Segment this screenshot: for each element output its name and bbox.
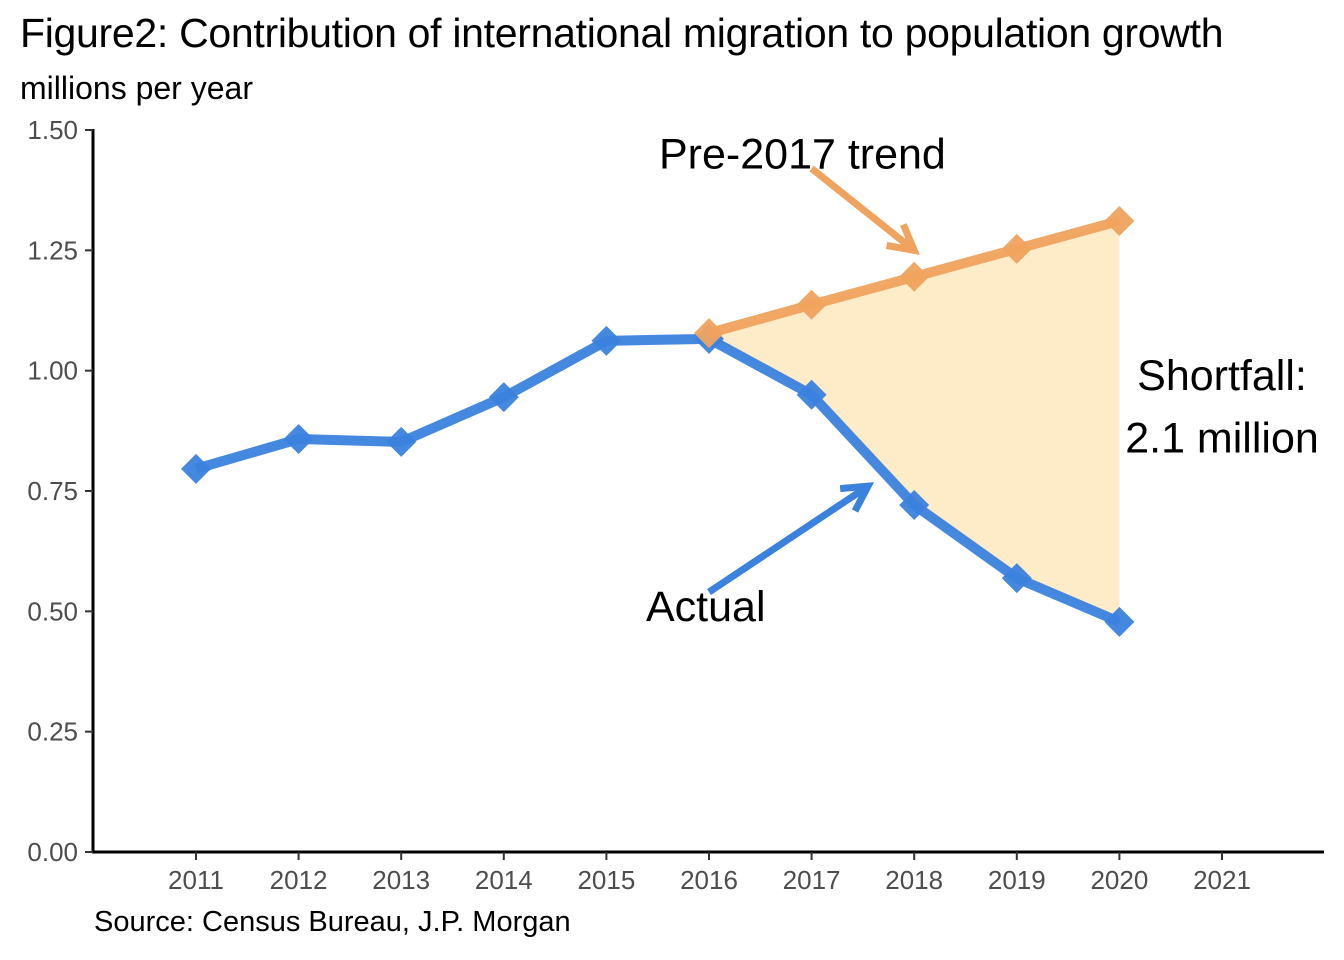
annotation-shortfall1: Shortfall: (1137, 352, 1307, 400)
data-point-pre-2017-trend (1001, 233, 1032, 264)
x-tick-label: 2014 (475, 865, 533, 895)
data-point-actual (1104, 606, 1135, 637)
data-point-actual (1001, 563, 1032, 594)
x-tick-label: 2021 (1193, 865, 1251, 895)
data-point-actual (283, 424, 314, 455)
chart-subtitle: millions per year (20, 70, 253, 106)
arrow-trend (809, 165, 920, 255)
data-point-pre-2017-trend (694, 318, 724, 349)
data-point-pre-2017-trend (899, 261, 930, 292)
y-tick-label: 1.00 (27, 356, 78, 386)
data-point-actual (899, 489, 930, 520)
data-point-actual (386, 426, 417, 457)
data-point-actual (796, 379, 827, 410)
x-tick-label: 2016 (680, 865, 738, 895)
y-tick-label: 0.75 (27, 476, 78, 506)
shortfall-area-layer (709, 220, 1120, 622)
arrow-actual-head (839, 482, 875, 513)
annotations: Pre-2017 trend Actual Shortfall: 2.1 millio… (646, 131, 1319, 631)
data-point-actual (181, 453, 211, 484)
series-line-actual (194, 333, 1122, 627)
x-tick-label: 2019 (988, 865, 1046, 895)
arrow-trend-head (886, 223, 920, 255)
x-tick-label: 2018 (885, 865, 943, 895)
y-tick-label: 0.25 (27, 717, 78, 747)
series-pre-2017-trend (694, 205, 1135, 349)
y-tick-label: 0.00 (27, 837, 78, 867)
y-tick-label: 0.50 (27, 596, 78, 626)
series-layer (181, 205, 1135, 637)
annotation-shortfall2: 2.1 million (1125, 414, 1319, 462)
data-point-pre-2017-trend (1104, 205, 1135, 236)
annotation-actual: Actual (646, 583, 766, 631)
data-point-pre-2017-trend (796, 289, 827, 320)
arrow-trend-shaft (809, 165, 917, 254)
annotation-trend: Pre-2017 trend (659, 131, 946, 179)
y-tick-label: 1.25 (27, 235, 78, 265)
y-tick-label: 1.50 (27, 115, 78, 145)
axes: 0.00 0.25 0.50 0.75 1.00 1.25 1.50 2011 2012 2013… (27, 115, 1324, 895)
arrow-actual-shaft (707, 483, 870, 595)
source-note: Source: Census Bureau, J.P. Morgan (94, 906, 571, 938)
x-tick-label: 2012 (270, 865, 328, 895)
chart-title: Figure2: Contribution of international m… (20, 10, 1224, 56)
x-tick-label: 2011 (168, 865, 224, 895)
x-tick-label: 2013 (372, 865, 430, 895)
data-point-actual (488, 382, 519, 413)
x-tick-label: 2020 (1090, 865, 1148, 895)
x-tick-label: 2017 (783, 865, 841, 895)
data-point-actual (591, 325, 622, 356)
series-actual (181, 323, 1135, 637)
shortfall-area (709, 220, 1120, 622)
arrow-actual (707, 482, 875, 595)
x-tick-label: 2015 (577, 865, 635, 895)
